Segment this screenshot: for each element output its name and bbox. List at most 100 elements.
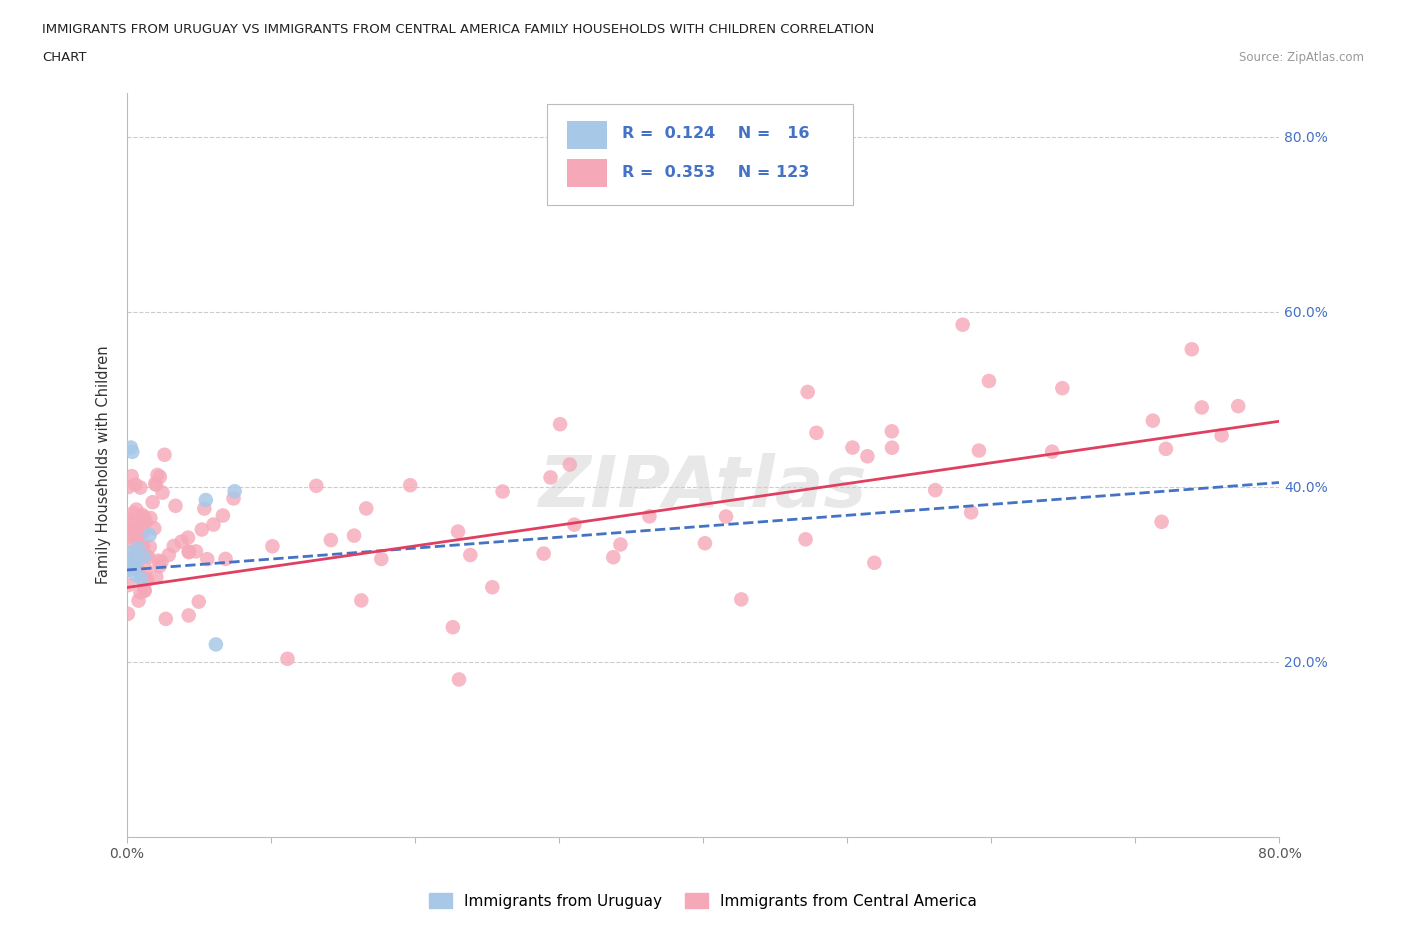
Text: ZIPAtlas: ZIPAtlas: [538, 453, 868, 522]
Point: [191, 522, 214, 537]
Point: [129, 585, 152, 600]
Text: Source: ZipAtlas.com: Source: ZipAtlas.com: [1239, 51, 1364, 64]
Point: [193, 501, 215, 516]
Point: [924, 483, 946, 498]
Point: [441, 619, 464, 634]
Point: [149, 470, 172, 485]
Point: [222, 491, 245, 506]
Point: [447, 525, 470, 539]
Point: [132, 539, 155, 554]
Point: [841, 440, 863, 455]
Point: [533, 546, 555, 561]
Point: [148, 553, 170, 568]
Point: [602, 550, 624, 565]
Point: [1142, 413, 1164, 428]
Point: [214, 551, 236, 566]
Point: [224, 484, 246, 498]
Point: [132, 550, 155, 565]
Point: [127, 540, 149, 555]
Point: [138, 527, 160, 542]
Point: [1150, 514, 1173, 529]
Point: [121, 514, 143, 529]
Point: [148, 559, 170, 574]
Point: [139, 511, 162, 525]
Point: [977, 374, 1000, 389]
Point: [127, 522, 149, 537]
Point: [121, 469, 143, 484]
Point: [205, 637, 228, 652]
Point: [562, 517, 585, 532]
Point: [177, 544, 200, 559]
Point: [481, 579, 503, 594]
Point: [121, 558, 143, 573]
Point: [399, 478, 422, 493]
Point: [142, 495, 165, 510]
Point: [138, 550, 160, 565]
Point: [128, 593, 150, 608]
Point: [124, 548, 146, 563]
Legend: Immigrants from Uruguay, Immigrants from Central America: Immigrants from Uruguay, Immigrants from…: [423, 886, 983, 915]
Point: [170, 534, 193, 549]
Point: [117, 606, 139, 621]
Point: [135, 571, 157, 586]
Point: [177, 545, 200, 560]
Point: [447, 672, 470, 687]
Bar: [567, 121, 607, 149]
Point: [117, 578, 139, 592]
Point: [143, 476, 166, 491]
Point: [122, 558, 145, 573]
Point: [609, 537, 631, 551]
Point: [135, 562, 157, 577]
Point: [131, 517, 153, 532]
Point: [127, 563, 149, 578]
Point: [117, 480, 139, 495]
Point: [187, 594, 209, 609]
Point: [343, 528, 366, 543]
Point: [1154, 442, 1177, 457]
Point: [128, 532, 150, 547]
Point: [118, 554, 141, 569]
Point: [121, 445, 143, 459]
Point: [794, 532, 817, 547]
Point: [124, 555, 146, 570]
Point: [131, 540, 153, 555]
Point: [157, 548, 180, 563]
Point: [118, 536, 141, 551]
Point: [202, 517, 225, 532]
Point: [135, 548, 157, 563]
Point: [184, 544, 207, 559]
Point: [558, 458, 581, 472]
Point: [1227, 399, 1250, 414]
Point: [638, 509, 661, 524]
Point: [132, 525, 155, 540]
Point: [952, 317, 974, 332]
Point: [125, 531, 148, 546]
Point: [131, 570, 153, 585]
Point: [155, 611, 177, 626]
Point: [1052, 380, 1074, 395]
Point: [135, 514, 157, 529]
Point: [122, 506, 145, 521]
Point: [125, 554, 148, 569]
Point: [806, 425, 828, 440]
Text: IMMIGRANTS FROM URUGUAY VS IMMIGRANTS FROM CENTRAL AMERICA FAMILY HOUSEHOLDS WIT: IMMIGRANTS FROM URUGUAY VS IMMIGRANTS FR…: [42, 23, 875, 36]
Point: [134, 583, 156, 598]
Point: [194, 493, 217, 508]
Point: [370, 551, 392, 566]
Point: [177, 530, 200, 545]
Point: [132, 510, 155, 525]
Point: [139, 539, 162, 554]
Point: [350, 593, 373, 608]
Text: CHART: CHART: [42, 51, 87, 64]
Point: [117, 529, 139, 544]
Point: [150, 554, 173, 569]
Point: [491, 485, 513, 499]
Point: [693, 536, 716, 551]
Point: [134, 583, 156, 598]
Point: [152, 485, 174, 500]
Point: [128, 537, 150, 551]
Y-axis label: Family Households with Children: Family Households with Children: [96, 346, 111, 584]
Point: [163, 538, 186, 553]
Point: [124, 477, 146, 492]
Point: [122, 520, 145, 535]
